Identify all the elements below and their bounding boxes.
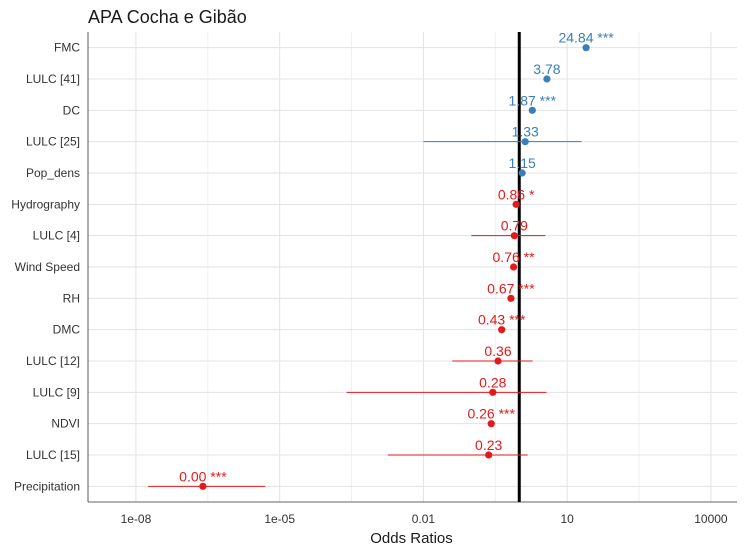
value-label: 1.15 [509,155,536,171]
estimate-point [512,200,520,208]
estimate-point [521,138,529,146]
estimate-point [518,169,526,177]
x-axis-title: Odds Ratios [370,530,453,547]
y-tick-label: LULC [41] [26,72,80,86]
x-tick-label: 0.01 [412,512,436,526]
value-label: 1.33 [512,124,539,140]
value-label: 0.28 [479,374,506,390]
value-label: 0.86 * [498,186,535,202]
y-tick-label: FMC [54,41,80,55]
y-tick-label: DC [63,103,81,117]
value-label: 0.76 ** [493,249,536,265]
value-label: 0.67 *** [487,280,535,296]
estimate-point [498,326,506,334]
estimate-point [487,420,495,428]
x-axis: 1e-08 1e-05 0.01 10 10000 [88,501,737,526]
value-label: 0.36 [484,343,511,359]
y-tick-label: Precipitation [14,479,80,493]
y-tick-label: RH [63,291,80,305]
estimate-point [582,44,590,52]
y-tick-label: NDVI [51,417,80,431]
y-tick-label: LULC [15] [26,448,80,462]
y-tick-label: Hydrography [11,197,80,211]
estimate-point [510,232,518,240]
value-label: 0.00 *** [179,468,227,484]
y-tick-label: LULC [9] [33,385,80,399]
value-label: 0.43 *** [478,312,526,328]
value-label: 0.79 [501,218,528,234]
y-tick-label: LULC [4] [33,229,80,243]
estimate-point [494,357,502,365]
estimate-point [507,294,515,302]
y-tick-label: Wind Speed [15,260,80,274]
estimate-point [509,263,518,271]
y-tick-label: Pop_dens [26,166,80,180]
chart-title: APA Cocha e Gibão [88,7,247,27]
x-tick-label: 10000 [694,512,728,526]
data-marks: 24.84 *** 3.78 1.87 *** 1.33 1.15 0.86 * 0.79 0… [148,30,614,490]
value-label: 0.23 [475,437,502,453]
value-label: 3.78 [533,61,560,77]
grid [88,32,737,502]
value-label: 0.26 *** [467,406,515,422]
x-tick-label: 1e-08 [121,512,152,526]
y-tick-label: LULC [25] [26,135,80,149]
estimate-point [485,451,493,459]
y-tick-label: LULC [12] [26,354,80,368]
value-label: 1.87 *** [509,92,557,108]
estimate-point [543,75,551,83]
value-label: 24.84 *** [558,30,614,46]
x-tick-label: 10 [560,512,574,526]
estimate-point [528,106,536,114]
y-tick-label: DMC [53,323,81,337]
y-axis: FMC LULC [41] DC LULC [25] Pop_dens Hydrograp… [11,32,89,502]
estimate-point [199,482,207,490]
estimate-point [489,388,497,396]
x-tick-label: 1e-05 [264,512,295,526]
